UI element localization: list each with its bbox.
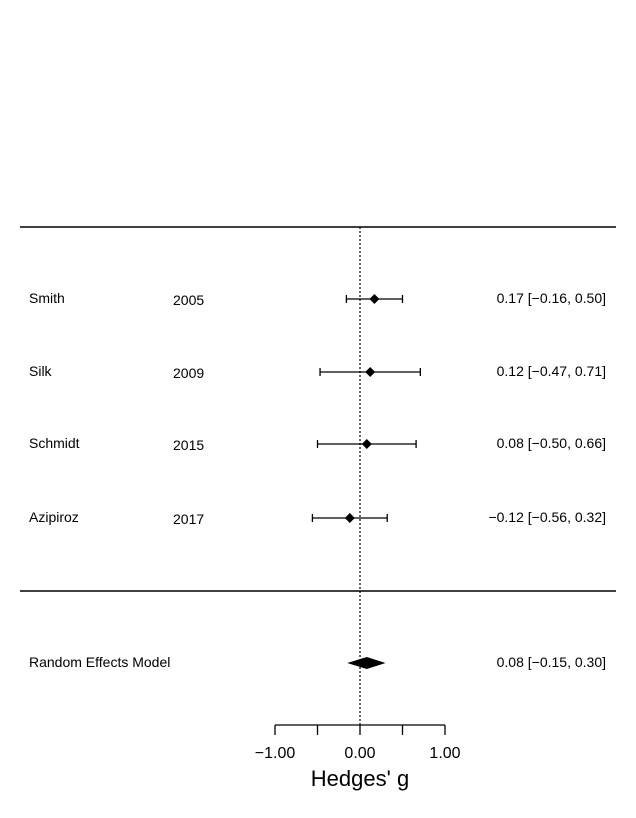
x-axis-label: Hedges' g	[311, 766, 409, 791]
study-year: 2017	[173, 511, 204, 527]
study-row: Azipiroz 2017 −0.12 [−0.56, 0.32]	[29, 509, 606, 527]
study-author: Azipiroz	[29, 509, 79, 525]
x-tick-label: −1.00	[255, 745, 296, 762]
summary-estimate-label: 0.08 [−0.15, 0.30]	[497, 654, 606, 670]
study-author: Smith	[29, 290, 65, 306]
estimate-label: 0.17 [−0.16, 0.50]	[497, 290, 606, 306]
x-tick-label: 0.00	[344, 745, 375, 762]
study-author: Silk	[29, 363, 53, 379]
study-author: Schmidt	[29, 435, 80, 451]
study-row: Schmidt 2015 0.08 [−0.50, 0.66]	[29, 435, 606, 453]
study-year: 2005	[173, 292, 204, 308]
study-row: Silk 2009 0.12 [−0.47, 0.71]	[29, 363, 606, 381]
study-year: 2015	[173, 437, 204, 453]
x-tick-label: 1.00	[429, 745, 460, 762]
estimate-label: 0.08 [−0.50, 0.66]	[497, 435, 606, 451]
summary-label: Random Effects Model	[29, 654, 170, 670]
point-estimate-diamond	[361, 439, 372, 449]
estimate-label: −0.12 [−0.56, 0.32]	[488, 509, 606, 525]
study-year: 2009	[173, 365, 204, 381]
summary-diamond	[347, 657, 386, 669]
point-estimate-diamond	[369, 294, 380, 304]
point-estimate-diamond	[344, 513, 355, 523]
study-row: Smith 2005 0.17 [−0.16, 0.50]	[29, 290, 606, 308]
point-estimate-diamond	[365, 367, 376, 377]
estimate-label: 0.12 [−0.47, 0.71]	[497, 363, 606, 379]
